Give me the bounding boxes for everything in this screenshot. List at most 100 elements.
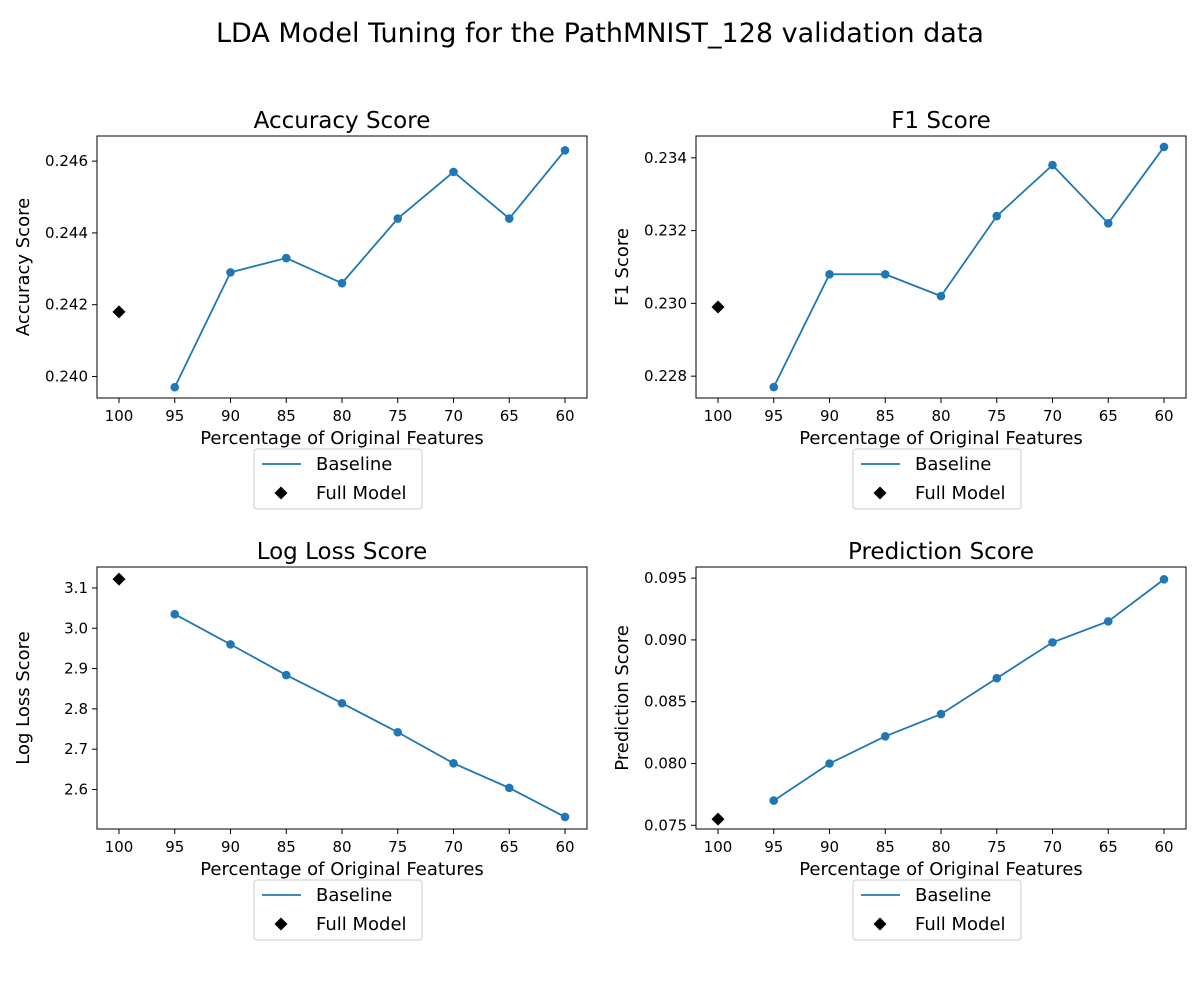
baseline-point [992,673,1002,683]
legend-label-baseline: Baseline [915,454,991,475]
legend: Baseline Full Model [253,448,423,510]
baseline-point [1048,160,1057,170]
legend-label-baseline: Baseline [915,885,991,906]
x-axis-label: Percentage of Original Features [799,428,1083,449]
baseline-point [226,640,235,649]
x-axis-label: Percentage of Original Features [200,859,484,880]
y-tick-label: 2.8 [64,700,88,718]
chart-panel-2: F1 Score 100 95 90 85 80 75 70 65 60 0.228 0.230 0.2… [612,108,1187,510]
legend-label-full-model: Full Model [915,483,1006,504]
y-tick-label: 0.246 [45,152,88,170]
y-tick-label: 2.6 [64,780,88,798]
x-tick-label: 100 [105,838,134,856]
x-tick-label: 80 [931,838,950,856]
x-tick-label: 60 [1154,838,1173,856]
x-tick-label: 60 [555,838,574,856]
y-tick-label: 0.095 [644,569,687,587]
x-tick-label: 70 [1043,407,1062,425]
legend-full-model-swatch [274,486,288,500]
baseline-point [560,812,570,822]
baseline-point [880,269,890,279]
x-tick-label: 100 [105,407,134,425]
baseline-series-line [173,149,566,388]
baseline-point [1103,219,1113,228]
baseline-point [825,269,834,279]
x-tick-label: 90 [221,407,240,425]
x-tick-label: 85 [876,407,895,425]
x-tick-label: 80 [332,407,351,425]
y-tick-label: 0.234 [644,149,687,167]
x-tick-label: 75 [388,838,407,856]
full-model-point [711,300,725,314]
x-tick-label: 100 [704,407,733,425]
x-tick-label: 60 [555,407,574,425]
legend: Baseline Full Model [253,879,423,941]
legend-full-model-swatch [873,486,887,500]
chart-title: F1 Score [891,108,991,134]
baseline-series-line [773,578,1165,802]
legend-label-full-model: Full Model [915,914,1006,935]
baseline-point [936,709,946,719]
x-tick-label: 90 [221,838,240,856]
full-model-point [112,572,126,586]
baseline-point [337,278,347,288]
y-tick-label: 0.232 [644,222,687,240]
baseline-point [769,382,779,392]
baseline-series-line [772,146,1165,388]
y-axis-label: Accuracy Score [13,198,34,336]
x-axis-label: Percentage of Original Features [200,428,484,449]
x-tick-label: 100 [704,838,733,856]
baseline-point [281,253,291,263]
baseline-point [337,698,347,708]
baseline-point [1159,575,1169,584]
x-tick-label: 75 [388,407,407,425]
x-tick-label: 85 [277,407,296,425]
baseline-point [504,783,514,793]
y-tick-label: 0.085 [644,693,687,711]
x-tick-label: 95 [764,838,783,856]
baseline-point [281,670,291,680]
legend-full-model-swatch [274,917,288,931]
baseline-point [226,268,235,277]
baseline-point [769,796,779,805]
y-tick-label: 0.240 [45,367,88,385]
baseline-point [880,732,890,741]
x-tick-label: 70 [444,838,463,856]
baseline-point [170,382,180,392]
legend-label-baseline: Baseline [316,454,392,475]
x-tick-label: 90 [820,407,839,425]
baseline-point [449,167,458,177]
full-model-point [112,305,126,319]
chart-panel-3: Log Loss Score 100 95 90 85 80 75 70 65 60 2.6 2.7 2… [13,539,588,941]
y-tick-label: 0.228 [644,367,687,385]
x-tick-label: 75 [987,838,1006,856]
y-axis-label: F1 Score [612,228,633,306]
y-tick-label: 0.080 [644,755,687,773]
baseline-point [936,291,946,301]
x-axis-label: Percentage of Original Features [799,859,1083,880]
legend-label-full-model: Full Model [316,483,407,504]
x-tick-label: 95 [165,838,184,856]
chart-title: Accuracy Score [254,108,431,134]
x-tick-label: 90 [820,838,839,856]
baseline-point [825,759,834,768]
x-tick-label: 60 [1154,407,1173,425]
x-tick-label: 85 [277,838,296,856]
y-tick-label: 2.7 [64,740,88,758]
x-tick-label: 95 [165,407,184,425]
baseline-point [393,214,403,223]
y-axis-label: Log Loss Score [13,631,34,765]
baseline-series-line [174,613,566,818]
x-tick-label: 65 [500,838,519,856]
baseline-point [1103,617,1113,626]
legend-label-baseline: Baseline [316,885,392,906]
x-tick-label: 85 [876,838,895,856]
chart-panel-4: Prediction Score 100 95 90 85 80 75 70 65 60 0.075… [612,539,1187,941]
y-tick-label: 3.0 [64,619,88,637]
y-tick-label: 0.242 [45,296,88,314]
y-tick-label: 0.075 [644,816,687,834]
y-tick-label: 0.230 [644,294,687,312]
x-tick-label: 80 [332,838,351,856]
baseline-point [449,758,458,768]
